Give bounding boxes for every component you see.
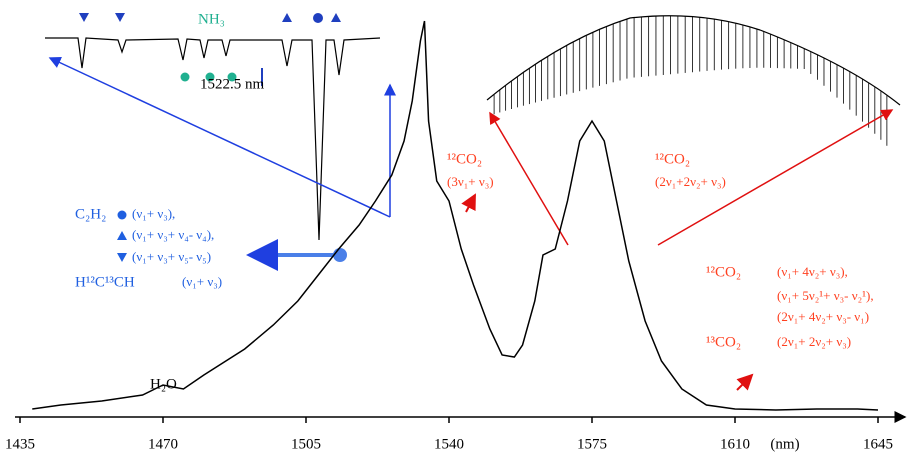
annotation: H₂O — [150, 376, 177, 392]
x-tick-label: 1540 — [434, 436, 464, 452]
annotation: (ν₁+ 4ν₂+ ν₃), — [777, 264, 848, 279]
inset-markers — [79, 13, 341, 23]
x-tick-label: 1645 — [863, 436, 893, 452]
annotation: ¹³CO₂ — [706, 334, 741, 350]
annotation: (2ν₁+ 2ν₂+ ν₃) — [777, 334, 851, 349]
x-tick-label: 1435 — [5, 436, 35, 452]
annotation: ¹²CO₂ — [706, 264, 741, 280]
x-axis-label: (nm) — [770, 436, 799, 452]
annotation: ¹²CO₂ — [655, 151, 690, 167]
annotation: 1522.5 nm — [200, 76, 265, 92]
annotation: (ν₁+ ν₃+ ν₄- ν₄), — [132, 227, 214, 242]
inset-comb — [493, 15, 888, 146]
annotation: (ν₁+ ν₃), — [132, 206, 175, 221]
x-tick-label: 1610 — [720, 436, 750, 452]
x-tick-label: 1505 — [291, 436, 321, 452]
annotation: (2ν₁+ 4ν₂+ ν₃- ν₁) — [777, 309, 869, 324]
c2h2-markers — [117, 210, 127, 262]
annotation: NH₃ — [198, 11, 225, 27]
inset-band — [486, 15, 901, 106]
annotation: (2ν₁+2ν₂+ ν₃) — [655, 174, 726, 189]
annotation: (ν₁+ 5ν₂¹+ ν₃- ν₂¹), — [777, 288, 874, 303]
spectrum-line — [32, 20, 879, 411]
annotation: (ν₁+ ν₃) — [182, 274, 222, 289]
annotation: (ν₁+ ν₃+ ν₅- ν₅) — [132, 249, 211, 264]
x-tick-label: 1575 — [577, 436, 607, 452]
annotation: ¹²CO₂ — [447, 151, 482, 167]
annotation: H¹²C¹³CH — [75, 274, 135, 290]
annotation: (3ν₁+ ν₃) — [447, 174, 494, 189]
x-tick-label: 1470 — [148, 436, 178, 452]
annotation: C₂H₂ — [75, 206, 106, 222]
nh3-markers — [180, 72, 237, 82]
inset-spectrum — [45, 37, 381, 241]
